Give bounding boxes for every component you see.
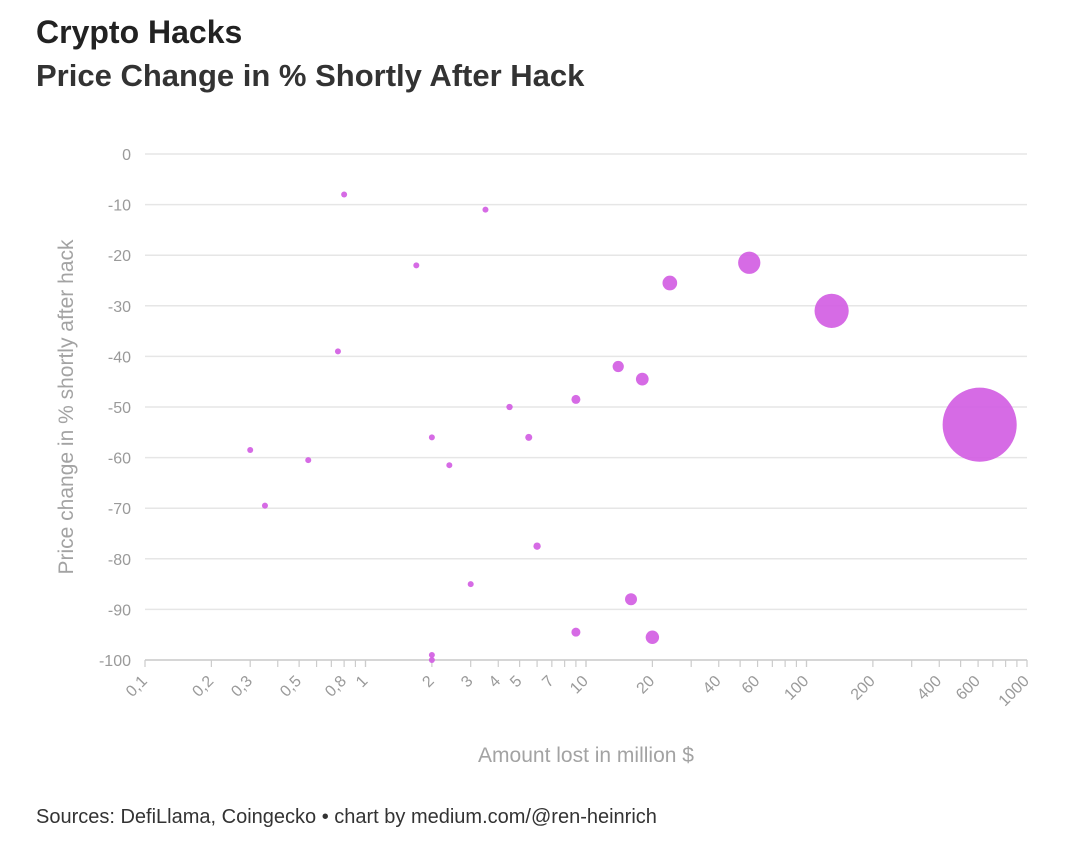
data-point (506, 403, 513, 411)
chart-subtitle: Price Change in % Shortly After Hack (36, 58, 585, 93)
data-point (247, 447, 254, 454)
y-tick-label: -90 (108, 602, 131, 619)
x-tick-label: 20 (634, 673, 659, 698)
x-tick-label: 0,8 (322, 673, 350, 701)
x-tick-label: 600 (953, 673, 984, 704)
data-points (247, 191, 1017, 663)
y-tick-label: -60 (108, 451, 131, 468)
data-point (738, 251, 761, 274)
data-point (467, 581, 474, 588)
data-point (428, 651, 435, 658)
data-point (635, 372, 649, 386)
data-point (571, 627, 581, 637)
data-point (428, 657, 435, 663)
y-tick-label: -80 (108, 552, 131, 569)
chart-title: Crypto Hacks (36, 14, 243, 50)
x-tick-label: 0,1 (123, 673, 151, 701)
x-tick-label: 5 (507, 673, 525, 691)
grid-lines (145, 153, 1027, 661)
x-tick-label: 60 (739, 673, 764, 698)
data-point (446, 462, 453, 469)
data-point (334, 348, 341, 355)
data-point (413, 262, 420, 269)
x-tick-label: 4 (486, 673, 504, 691)
data-point (814, 293, 849, 328)
data-point (428, 434, 435, 441)
y-tick-label: -10 (108, 198, 131, 215)
source-note: Sources: DefiLlama, Coingecko • chart by… (36, 806, 657, 828)
data-point (662, 275, 678, 291)
data-point (645, 630, 660, 644)
y-tick-label: 0 (122, 147, 131, 164)
x-tick-label: 7 (539, 673, 557, 691)
x-tick-label: 0,2 (189, 673, 217, 701)
x-axis: 0,1 0,2 0,3 0,5 0,8 1 2 3 4 5 7 10 20 40 60 100 200 400 60… (123, 659, 1033, 710)
y-tick-label: -30 (108, 299, 131, 316)
y-tick-label: -50 (108, 400, 131, 417)
x-tick-label: 200 (848, 673, 879, 704)
x-tick-label: 0,3 (228, 673, 256, 701)
y-axis-title: Price change in % shortly after hack (55, 239, 78, 574)
data-point (482, 206, 489, 213)
data-point (625, 593, 638, 606)
x-tick-label: 40 (700, 673, 725, 698)
x-axis-title: Amount lost in million $ (478, 744, 694, 767)
data-point (525, 433, 533, 441)
x-tick-label: 2 (419, 673, 437, 691)
y-tick-label: -20 (108, 248, 131, 265)
y-tick-label: -100 (99, 653, 131, 670)
data-point (305, 457, 312, 464)
x-tick-label: 1000 (996, 673, 1033, 710)
data-point (942, 387, 1017, 462)
x-tick-label: 400 (914, 673, 945, 704)
data-point (612, 360, 624, 373)
scatter-chart: 0-10-20-30-40-50-60-70-80-90-100 0,1 0,2 0… (55, 147, 1033, 767)
y-axis-ticks: 0 -10 -20 -30 -40 -50 -60 -70 -80 -90 -100 (99, 147, 131, 670)
x-tick-label: 10 (567, 673, 592, 698)
x-tick-label: 1 (353, 673, 371, 691)
data-point (261, 502, 268, 509)
y-tick-label: -40 (108, 349, 131, 366)
x-tick-label: 100 (781, 673, 812, 704)
data-point (571, 394, 581, 404)
data-point (341, 191, 348, 198)
y-tick-label: -70 (108, 501, 131, 518)
x-tick-label: 3 (458, 673, 476, 691)
x-tick-label: 0,5 (277, 673, 305, 701)
data-point (533, 542, 541, 550)
